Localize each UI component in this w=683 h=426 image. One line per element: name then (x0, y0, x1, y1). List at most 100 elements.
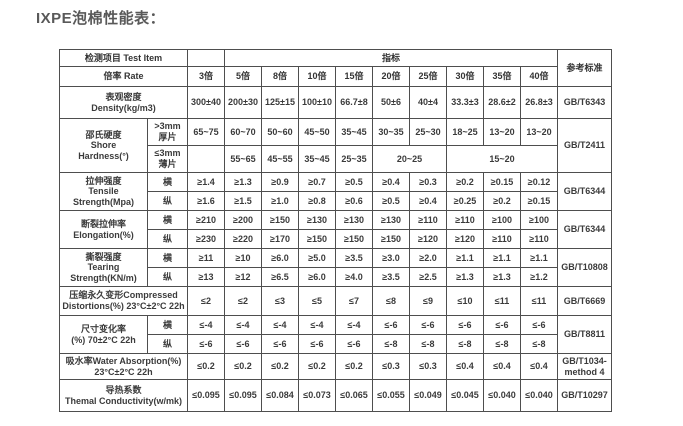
row-density-cell: 200±30 (224, 86, 262, 119)
header-rate-cell: 10倍 (298, 66, 336, 87)
row-water-absorption-cell: ≤0.3 (372, 353, 410, 380)
row-tearing-h-cell: GB/T10808 (557, 248, 612, 287)
row-elongation-v-cell: ≥230 (187, 229, 225, 249)
row-tensile-h-cell: 横 (147, 172, 188, 192)
row-shore-thick-cell: 45~50 (298, 118, 336, 146)
row-elongation-v-cell: ≥150 (372, 229, 410, 249)
row-elongation-h-cell: ≥110 (446, 210, 484, 230)
row-tensile-v-cell: ≥1.0 (261, 191, 299, 211)
header-rate-cell: 8倍 (261, 66, 299, 87)
row-elongation-h-cell: GB/T6344 (557, 210, 612, 249)
row-dimension-h: 尺寸变化率 (%) 70±2°C 22h 横 ≤-4 ≤-4 ≤-4 ≤-4 ≤-4 ≤-6 ≤… (59, 315, 612, 354)
row-thermal-conductivity-cell: ≤0.073 (298, 379, 336, 412)
row-dimension-h-cell: ≤-6 (409, 315, 447, 335)
header-test-item-cell: 参考标准 (557, 49, 612, 87)
row-shore-thick-cell: 13~20 (483, 118, 521, 146)
row-elongation-v-cell: ≥110 (483, 229, 521, 249)
row-tensile-v-cell: ≥0.15 (520, 191, 558, 211)
row-dimension-h-cell: ≤-4 (187, 315, 225, 335)
header-rate-cell: 3倍 (187, 66, 225, 87)
row-tearing-h-cell: ≥11 (187, 248, 225, 268)
header-rate-cell: 30倍 (446, 66, 484, 87)
row-tensile-h-cell: ≥0.12 (520, 172, 558, 192)
row-thermal-conductivity-cell: ≤0.084 (261, 379, 299, 412)
row-tearing-v-cell: ≥6.5 (261, 267, 299, 287)
row-dimension-h-cell: ≤-6 (520, 315, 558, 335)
row-shore-thick-cell: 35~45 (335, 118, 373, 146)
row-tensile-h: 拉伸强度 Tensile Strength(Mpa) 横 ≥1.4 ≥1.3 ≥0.9 ≥… (59, 172, 612, 211)
row-tensile-v-cell: ≥0.25 (446, 191, 484, 211)
row-tearing-v-cell: ≥13 (187, 267, 225, 287)
header-rate-cell: 40倍 (520, 66, 558, 87)
row-tensile-h-cell: ≥0.2 (446, 172, 484, 192)
header-rate-cell: 20倍 (372, 66, 410, 87)
row-tensile-h-cell: ≥0.5 (335, 172, 373, 192)
row-density-cell: 50±6 (372, 86, 410, 119)
row-shore-thick-cell: 30~35 (372, 118, 410, 146)
row-tensile-v-cell: ≥0.5 (372, 191, 410, 211)
row-elongation-h-cell: 断裂拉伸率 Elongation(%) (59, 210, 148, 249)
row-tensile-v-cell: ≥1.5 (224, 191, 262, 211)
row-compression-cell: ≤2 (224, 286, 262, 316)
row-dimension-h-cell: ≤-6 (483, 315, 521, 335)
row-thermal-conductivity-cell: 导热系数 Themal Conductivity(w/mk) (59, 379, 188, 412)
row-water-absorption-cell: ≤0.4 (520, 353, 558, 380)
row-tearing-h-cell: ≥3.0 (372, 248, 410, 268)
row-water-absorption-cell: ≤0.2 (298, 353, 336, 380)
row-compression-cell: GB/T6669 (557, 286, 612, 316)
row-tearing-v: 纵 ≥13 ≥12 ≥6.5 ≥6.0 ≥4.0 ≥3.5 ≥2.5 ≥1.3 ≥1.3 ≥1.2 (60, 267, 612, 287)
row-tearing-h-cell: ≥1.1 (483, 248, 521, 268)
row-elongation-h-cell: ≥110 (409, 210, 447, 230)
header-rate-cell: 5倍 (224, 66, 262, 87)
row-dimension-h-cell: 尺寸变化率 (%) 70±2°C 22h (59, 315, 148, 354)
row-thermal-conductivity-cell: GB/T10297 (557, 379, 612, 412)
row-compression-cell: ≤8 (372, 286, 410, 316)
row-shore-thin-cell (187, 145, 225, 173)
row-compression-cell: ≤7 (335, 286, 373, 316)
row-density-cell: 28.6±2 (483, 86, 521, 119)
row-shore-thick-cell: 25~30 (409, 118, 447, 146)
row-shore-thin-cell: 35~45 (298, 145, 336, 173)
row-thermal-conductivity-cell: ≤0.055 (372, 379, 410, 412)
header-test-item-cell: 检测项目 Test Item (59, 49, 188, 67)
row-thermal-conductivity-cell: ≤0.045 (446, 379, 484, 412)
row-thermal-conductivity: 导热系数 Themal Conductivity(w/mk) ≤0.095 ≤0.0… (59, 379, 612, 412)
row-elongation-v-cell: ≥170 (261, 229, 299, 249)
row-density-cell: GB/T6343 (557, 86, 612, 119)
row-tearing-v-cell: ≥4.0 (335, 267, 373, 287)
row-tensile-h-cell: GB/T6344 (557, 172, 612, 211)
row-thermal-conductivity-cell: ≤0.040 (483, 379, 521, 412)
row-elongation-v-cell: ≥150 (335, 229, 373, 249)
row-density-cell: 33.3±3 (446, 86, 484, 119)
row-tensile-v-cell: ≥0.4 (409, 191, 447, 211)
row-dimension-h-cell: ≤-4 (298, 315, 336, 335)
page-title: IXPE泡棉性能表： (36, 10, 166, 27)
row-compression-cell: ≤11 (483, 286, 521, 316)
row-compression: 压缩永久变形Compressed Distortions(%) 23°C±2°C… (59, 286, 612, 316)
row-dimension-v-cell: ≤-8 (483, 334, 521, 354)
header-test-item-cell: 指标 (224, 49, 558, 67)
row-compression-cell: ≤10 (446, 286, 484, 316)
row-density-cell: 40±4 (409, 86, 447, 119)
row-shore-thick-cell: GB/T2411 (557, 118, 612, 173)
row-tearing-v-cell: ≥12 (224, 267, 262, 287)
row-dimension-v-cell: ≤-8 (409, 334, 447, 354)
row-elongation-v-cell: ≥120 (446, 229, 484, 249)
row-dimension-h-cell: ≤-4 (224, 315, 262, 335)
row-tensile-h-cell: ≥1.4 (187, 172, 225, 192)
header-rate-cell: 25倍 (409, 66, 447, 87)
row-compression-cell: ≤11 (520, 286, 558, 316)
row-shore-thick: 邵氏硬度 Shore Hardness(°) >3mm 厚片 65~75 60~70 5… (59, 118, 612, 173)
row-density-cell: 100±10 (298, 86, 336, 119)
row-tearing-v-cell: ≥1.2 (520, 267, 558, 287)
row-dimension-h-cell: 横 (147, 315, 188, 335)
row-tensile-h-cell: ≥0.9 (261, 172, 299, 192)
row-compression-cell: 压缩永久变形Compressed Distortions(%) 23°C±2°C… (59, 286, 188, 316)
row-water-absorption-cell: ≤0.2 (335, 353, 373, 380)
row-elongation-h-cell: ≥130 (372, 210, 410, 230)
row-water-absorption-cell: ≤0.4 (483, 353, 521, 380)
row-dimension-v-cell: 纵 (147, 334, 188, 354)
row-tensile-h-cell: 拉伸强度 Tensile Strength(Mpa) (59, 172, 148, 211)
row-shore-thick-cell: 60~70 (224, 118, 262, 146)
row-tearing-v-cell: ≥6.0 (298, 267, 336, 287)
